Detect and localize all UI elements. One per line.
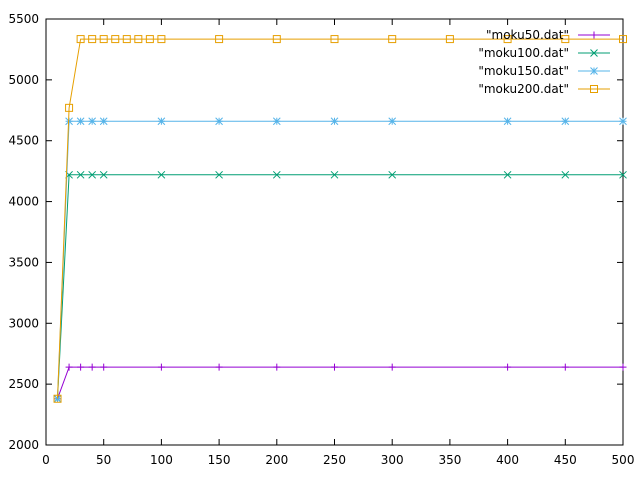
series-2	[53, 170, 627, 403]
data-point	[445, 35, 454, 44]
data-point	[561, 35, 570, 44]
x-tick-label: 150	[208, 453, 231, 467]
data-point	[99, 170, 108, 179]
x-tick-label: 250	[323, 453, 346, 467]
data-point	[272, 170, 281, 179]
series-line	[57, 120, 623, 399]
data-point	[145, 35, 154, 44]
y-tick-label: 2500	[8, 377, 39, 391]
data-point	[76, 35, 85, 44]
data-point	[330, 170, 339, 179]
data-point	[157, 170, 166, 179]
data-point	[157, 117, 166, 126]
data-point	[561, 363, 569, 371]
data-point	[77, 363, 85, 371]
legend-item: "moku150.dat"	[478, 64, 610, 78]
x-tick-label: 200	[265, 453, 288, 467]
data-point	[65, 363, 73, 371]
data-point	[273, 363, 281, 371]
data-point	[157, 363, 165, 371]
series-line	[57, 366, 623, 399]
data-point	[388, 117, 397, 126]
series-line	[57, 174, 623, 399]
data-point	[619, 35, 627, 44]
data-point	[134, 35, 143, 44]
data-point	[99, 117, 108, 126]
series-layer	[53, 35, 627, 403]
x-tick-label: 0	[42, 453, 50, 467]
legend-label: "moku150.dat"	[478, 64, 569, 78]
x-tick-label: 100	[150, 453, 173, 467]
legend-label: "moku100.dat"	[478, 46, 569, 60]
legend-label: "moku50.dat"	[486, 28, 569, 42]
data-point	[99, 35, 108, 44]
legend-label: "moku200.dat"	[478, 82, 569, 96]
legend-item: "moku50.dat"	[486, 28, 610, 42]
legend-item: "moku200.dat"	[478, 82, 610, 96]
series-4	[53, 35, 627, 403]
x-tick-label: 400	[496, 453, 519, 467]
series-3	[53, 117, 627, 403]
data-point	[53, 394, 62, 403]
data-point	[122, 35, 131, 44]
x-tick-label: 300	[381, 453, 404, 467]
legend-marker	[590, 49, 598, 57]
y-tick-label: 3500	[8, 255, 39, 269]
data-point	[76, 170, 85, 179]
series-1	[54, 363, 627, 403]
data-point	[215, 35, 224, 44]
data-point	[503, 117, 512, 126]
data-point	[215, 363, 223, 371]
data-point	[561, 170, 570, 179]
data-point	[330, 35, 339, 44]
legend: "moku50.dat" "moku100.dat" "moku150.dat" "m…	[478, 28, 610, 96]
data-point	[76, 117, 85, 126]
data-point	[504, 363, 512, 371]
series-line	[57, 38, 623, 399]
data-point	[619, 117, 627, 126]
legend-item: "moku100.dat"	[478, 46, 610, 60]
data-point	[88, 170, 97, 179]
axis-ticks: 0 50 100 150 200 250 300 350 400 450 500 2000 2500 30…	[8, 12, 634, 467]
y-tick-label: 5500	[8, 12, 39, 26]
x-tick-label: 350	[438, 453, 461, 467]
data-point	[503, 170, 512, 179]
data-point	[111, 35, 120, 44]
data-point	[388, 170, 397, 179]
data-point	[65, 117, 73, 126]
data-point	[215, 117, 223, 126]
data-point	[330, 117, 339, 126]
data-point	[53, 394, 62, 403]
data-point	[388, 35, 397, 44]
data-point	[388, 363, 396, 371]
data-point	[88, 363, 96, 371]
data-point	[157, 35, 166, 44]
data-point	[272, 117, 281, 126]
data-point	[100, 363, 108, 371]
x-tick-label: 500	[612, 453, 635, 467]
x-tick-label: 50	[96, 453, 111, 467]
data-point	[619, 170, 627, 179]
y-tick-label: 4000	[8, 195, 39, 209]
data-point	[88, 35, 97, 44]
data-point	[561, 117, 570, 126]
data-point	[65, 103, 74, 112]
data-point	[619, 363, 627, 371]
data-point	[88, 117, 97, 126]
y-tick-label: 3000	[8, 316, 39, 330]
y-tick-label: 5000	[8, 73, 39, 87]
y-tick-label: 4500	[8, 134, 39, 148]
data-point	[503, 35, 512, 44]
x-tick-label: 450	[554, 453, 577, 467]
legend-marker	[590, 31, 598, 39]
data-point	[215, 170, 223, 179]
legend-marker	[590, 67, 598, 75]
data-point	[272, 35, 281, 44]
legend-marker	[590, 85, 598, 93]
data-point	[331, 363, 338, 371]
y-tick-label: 2000	[8, 438, 39, 452]
